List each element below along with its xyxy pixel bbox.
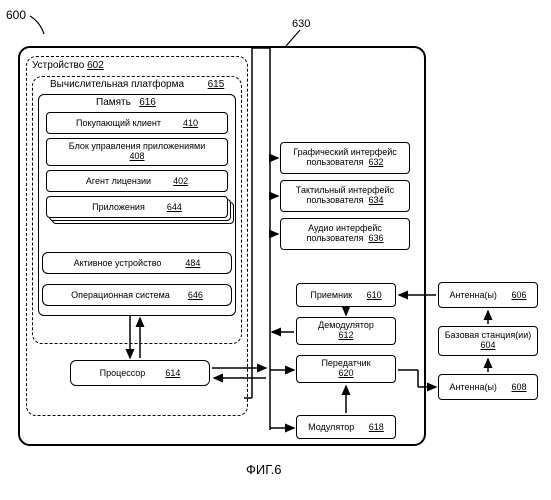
arrows-layer [0, 0, 551, 500]
